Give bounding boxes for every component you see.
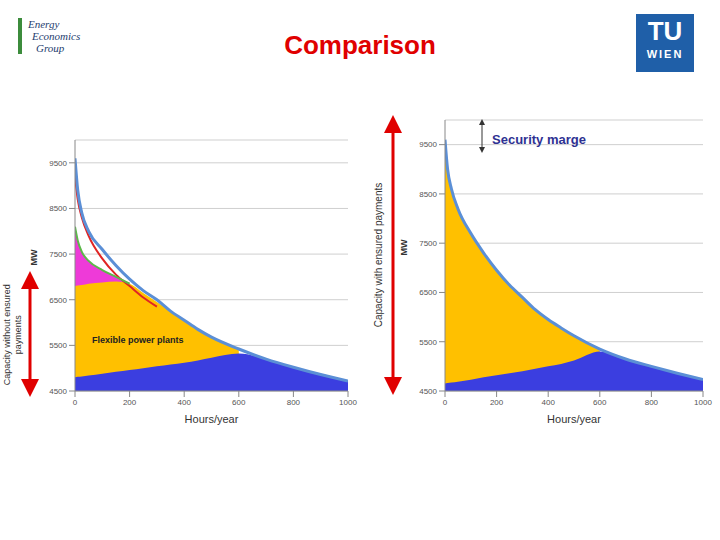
svg-text:MW: MW: [30, 249, 39, 265]
html-text:Capacity without ensured payme: Capacity without ensured payments: [2, 284, 23, 386]
svg-text:0: 0: [443, 398, 448, 407]
svg-text:Hours/year: Hours/year: [185, 413, 239, 425]
svg-text:1000: 1000: [339, 398, 357, 407]
html-text:Flexible power plants: Flexible power plants: [92, 335, 184, 345]
svg-text:200: 200: [123, 398, 137, 407]
svg-text:7500: 7500: [49, 250, 67, 259]
svg-text:600: 600: [593, 398, 607, 407]
svg-text:Hours/year: Hours/year: [547, 413, 601, 425]
html-text:Security marge: Security marge: [492, 132, 586, 147]
svg-text:400: 400: [542, 398, 556, 407]
svg-text:400: 400: [178, 398, 192, 407]
svg-text:4500: 4500: [419, 387, 437, 396]
svg-text:5500: 5500: [419, 338, 437, 347]
svg-text:4500: 4500: [49, 387, 67, 396]
svg-text:7500: 7500: [419, 239, 437, 248]
svg-text:0: 0: [73, 398, 78, 407]
html-text:Capacity with ensured payments: Capacity with ensured payments: [373, 182, 384, 328]
svg-text:800: 800: [645, 398, 659, 407]
svg-text:6500: 6500: [49, 296, 67, 305]
html-text:Group: Group: [36, 42, 65, 54]
svg-text:200: 200: [490, 398, 504, 407]
svg-text:1000: 1000: [694, 398, 712, 407]
svg-text:MW: MW: [400, 239, 409, 255]
html-text:Economics: Economics: [32, 30, 81, 42]
svg-text:9500: 9500: [419, 140, 437, 149]
svg-text:8500: 8500: [49, 204, 67, 213]
html-text:TU: TU: [647, 16, 683, 46]
svg-text:8500: 8500: [419, 190, 437, 199]
html-text:Energy: Energy: [28, 18, 60, 30]
svg-text:6500: 6500: [419, 288, 437, 297]
html-text:Comparison: Comparison: [284, 30, 436, 60]
html-text:WIEN: WIEN: [646, 48, 684, 60]
svg-text:5500: 5500: [49, 341, 67, 350]
svg-text:9500: 9500: [49, 159, 67, 168]
svg-text:800: 800: [287, 398, 301, 407]
svg-text:600: 600: [232, 398, 246, 407]
